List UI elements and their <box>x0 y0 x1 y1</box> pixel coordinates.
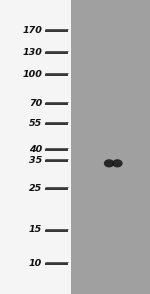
Text: 35: 35 <box>29 156 42 165</box>
Text: 70: 70 <box>29 99 42 108</box>
Ellipse shape <box>112 159 123 168</box>
Text: 170: 170 <box>22 26 42 35</box>
Text: 55: 55 <box>29 119 42 128</box>
Text: 25: 25 <box>29 183 42 193</box>
Text: 100: 100 <box>22 70 42 78</box>
Text: 15: 15 <box>29 225 42 235</box>
Text: 40: 40 <box>29 145 42 154</box>
Text: 10: 10 <box>29 259 42 268</box>
Bar <box>0 0 70 294</box>
Text: 130: 130 <box>22 48 42 57</box>
Bar <box>70 0 150 294</box>
Ellipse shape <box>104 159 114 168</box>
